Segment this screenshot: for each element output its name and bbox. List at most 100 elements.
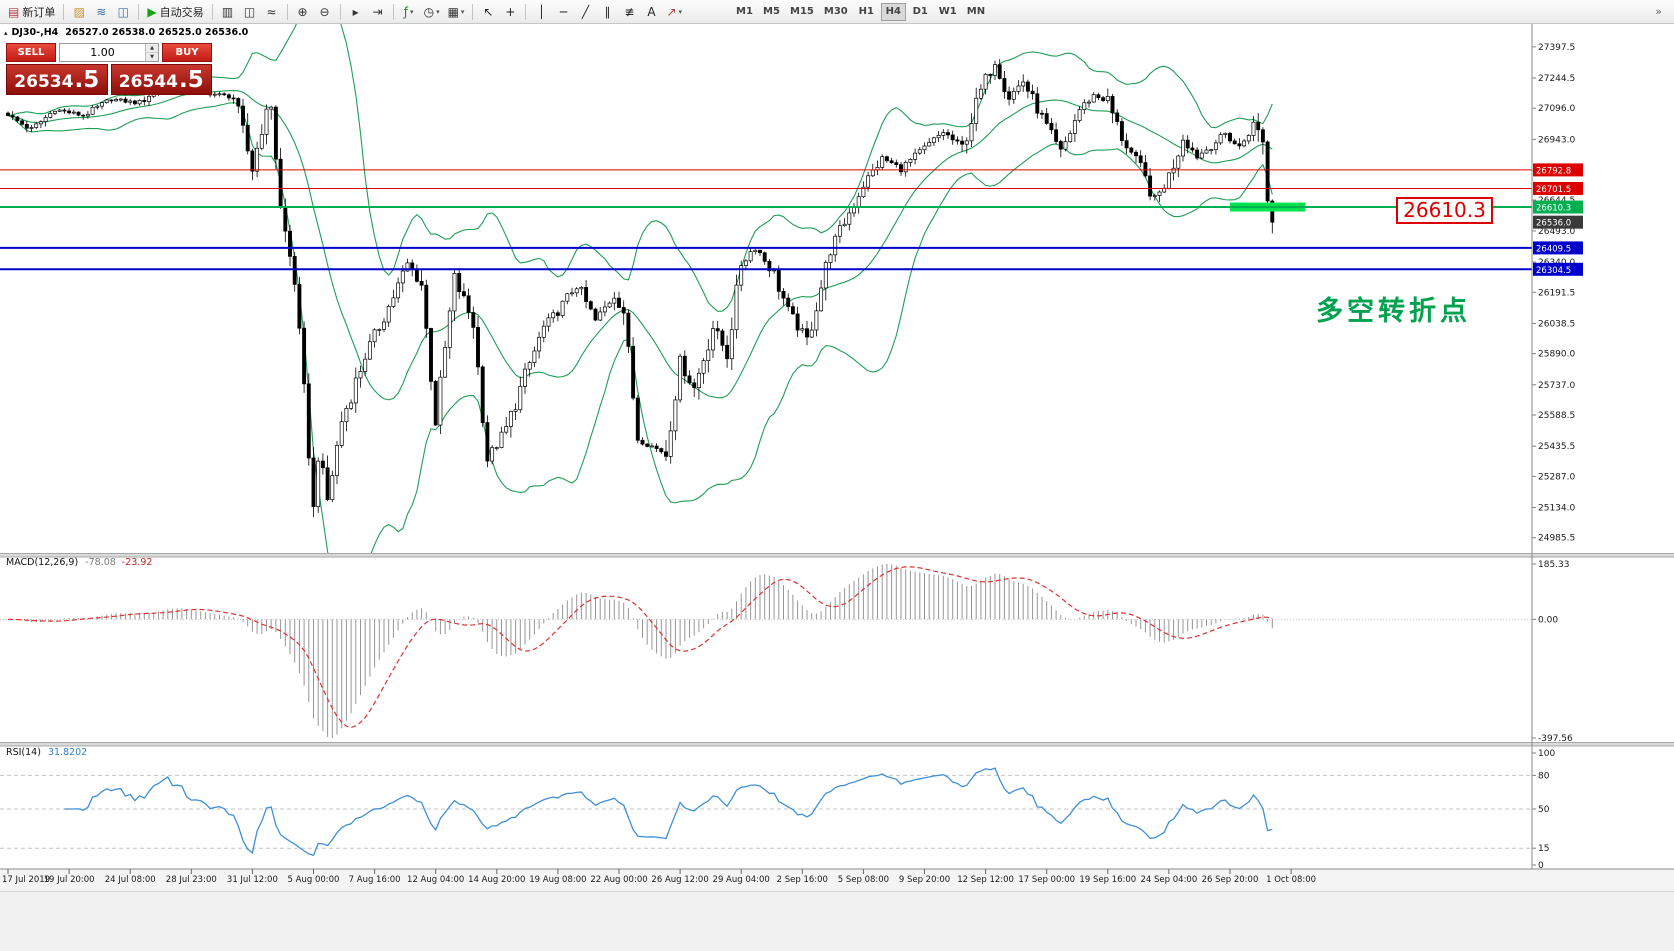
trendline-button[interactable]: ╱ [574, 2, 596, 22]
svg-text:-397.56: -397.56 [1538, 734, 1573, 744]
text-button[interactable]: A [640, 2, 662, 22]
indicators-caret-icon[interactable]: ▾ [409, 7, 414, 16]
svg-text:26 Sep 20:00: 26 Sep 20:00 [1202, 875, 1259, 885]
svg-text:24 Jul 08:00: 24 Jul 08:00 [105, 875, 156, 885]
zoom-in-button[interactable]: ⊕ [292, 2, 314, 22]
svg-text:12 Aug 04:00: 12 Aug 04:00 [407, 875, 464, 885]
buy-button[interactable]: BUY [162, 43, 212, 62]
zoom-in-icon: ⊕ [297, 4, 308, 19]
sell-price-int: 26534 [14, 72, 74, 92]
candlestick-chart-button[interactable]: ◫ [239, 2, 261, 22]
new-order-button[interactable]: ▤ 新订单 [4, 2, 59, 22]
toolbar-separator [211, 3, 213, 20]
svg-text:0: 0 [1538, 861, 1544, 871]
arrows-caret-icon[interactable]: ▾ [678, 7, 683, 16]
volume-decrease-icon[interactable]: ▼ [150, 54, 154, 60]
timeframe-M5[interactable]: M5 [763, 6, 780, 17]
svg-text:50: 50 [1538, 805, 1550, 815]
svg-text:26493.0: 26493.0 [1538, 227, 1575, 237]
sell-button[interactable]: SELL [6, 43, 56, 62]
zoom-out-button[interactable]: ⊖ [314, 2, 336, 22]
svg-text:26038.5: 26038.5 [1538, 319, 1575, 329]
svg-text:22 Aug 00:00: 22 Aug 00:00 [590, 875, 647, 885]
templates-icon: ▦ [447, 4, 459, 19]
timeframe-W1[interactable]: W1 [938, 6, 957, 17]
chart-shift-icon: ⇥ [372, 4, 383, 19]
timeframe-M30[interactable]: M30 [823, 6, 848, 17]
templates-caret-icon[interactable]: ▾ [460, 7, 465, 16]
fibonacci-icon: ≢ [624, 4, 635, 19]
volume-input[interactable]: 1.00 [90, 46, 115, 59]
svg-text:15: 15 [1538, 844, 1549, 854]
new-order-icon: ▤ [8, 4, 20, 19]
arrows-button[interactable]: ↗ ▾ [662, 2, 686, 22]
svg-text:17 Jul 2019: 17 Jul 2019 [2, 875, 50, 885]
timeframe-toolbar: M1 M5 M15 M30 H1 H4 D1 W1 MN [732, 2, 989, 21]
svg-text:19 Aug 08:00: 19 Aug 08:00 [529, 875, 586, 885]
horizontal-line-button[interactable]: ─ [552, 2, 574, 22]
timeframe-H1[interactable]: H1 [858, 6, 874, 17]
cursor-icon: ↖ [483, 4, 494, 19]
text-icon: A [647, 4, 656, 19]
toolbar-separator [63, 3, 65, 20]
svg-text:9 Sep 20:00: 9 Sep 20:00 [899, 875, 950, 885]
svg-text:24985.5: 24985.5 [1538, 534, 1575, 544]
svg-text:31 Jul 12:00: 31 Jul 12:00 [227, 875, 278, 885]
line-chart-button[interactable]: ≈ [261, 2, 283, 22]
candlestick-chart-icon: ◫ [243, 4, 256, 19]
timeframe-MN[interactable]: MN [966, 6, 986, 17]
market-watch-icon: ≋ [96, 4, 107, 19]
bar-chart-icon: ▥ [221, 4, 234, 19]
arrows-icon: ↗ [666, 4, 677, 19]
svg-text:19 Jul 20:00: 19 Jul 20:00 [44, 875, 95, 885]
bar-chart-button[interactable]: ▥ [217, 2, 239, 22]
periods-caret-icon[interactable]: ▾ [436, 7, 440, 16]
crosshair-button[interactable]: + [499, 2, 521, 22]
fibonacci-button[interactable]: ≢ [618, 2, 640, 22]
periods-button[interactable]: ◷ ▾ [420, 2, 444, 22]
equidistant-channel-button[interactable]: ∥ [596, 2, 618, 22]
symbol-period: DJ30-,H4 [11, 27, 59, 38]
buy-price-frac: .5 [178, 67, 204, 94]
vertical-line-icon: │ [537, 4, 546, 19]
chart-canvas[interactable]: 27397.527244.527096.026943.026790.026644… [0, 24, 1674, 891]
buy-price-button[interactable]: 26544.5 [110, 64, 212, 95]
line-chart-icon: ≈ [266, 4, 277, 19]
trade-panel-collapse-icon[interactable]: ▴ [4, 29, 8, 37]
navigator-button[interactable]: ◫ [112, 2, 134, 22]
timeframe-M15[interactable]: M15 [790, 6, 814, 17]
ohlc-values: 26527.0 26538.0 26525.0 26536.0 [65, 27, 249, 38]
chart-shift-button[interactable]: ⇥ [367, 2, 389, 22]
macd-title: MACD(12,26,9) [6, 557, 79, 568]
crosshair-icon: + [505, 4, 516, 19]
svg-text:26409.5: 26409.5 [1536, 244, 1571, 254]
toolbar-separator [339, 3, 341, 20]
profiles-button[interactable]: ▨ [68, 2, 90, 22]
autotrading-button[interactable]: ▶ 自动交易 [143, 2, 207, 22]
timeframe-D1[interactable]: D1 [912, 6, 928, 17]
trendline-icon: ╱ [581, 4, 590, 19]
svg-text:27397.5: 27397.5 [1538, 43, 1575, 53]
market-watch-button[interactable]: ≋ [90, 2, 112, 22]
templates-button[interactable]: ▦ ▾ [444, 2, 469, 22]
toolbar-overflow-button[interactable]: » [1655, 5, 1662, 18]
annotation-text: 多空转折点 [1316, 296, 1471, 327]
volume-spinner: ▲ ▼ [145, 44, 158, 61]
timeframe-M1[interactable]: M1 [736, 6, 753, 17]
new-order-label: 新订单 [22, 5, 56, 19]
vertical-line-button[interactable]: │ [530, 2, 552, 22]
volume-increase-icon[interactable]: ▲ [146, 44, 158, 53]
auto-scroll-button[interactable]: ▸ [345, 2, 367, 22]
auto-scroll-icon: ▸ [352, 4, 359, 19]
toolbar-separator [525, 3, 527, 20]
status-area [0, 891, 1674, 951]
cursor-button[interactable]: ↖ [477, 2, 499, 22]
timeframe-H4[interactable]: H4 [880, 2, 906, 21]
sell-price-button[interactable]: 26534.5 [6, 64, 108, 95]
indicators-button[interactable]: ƒ ▾ [398, 2, 420, 22]
svg-text:26304.5: 26304.5 [1536, 266, 1571, 276]
svg-text:24 Sep 04:00: 24 Sep 04:00 [1141, 875, 1198, 885]
svg-text:2 Sep 16:00: 2 Sep 16:00 [777, 875, 828, 885]
navigator-icon: ◫ [117, 4, 130, 19]
svg-text:25287.0: 25287.0 [1538, 472, 1575, 482]
